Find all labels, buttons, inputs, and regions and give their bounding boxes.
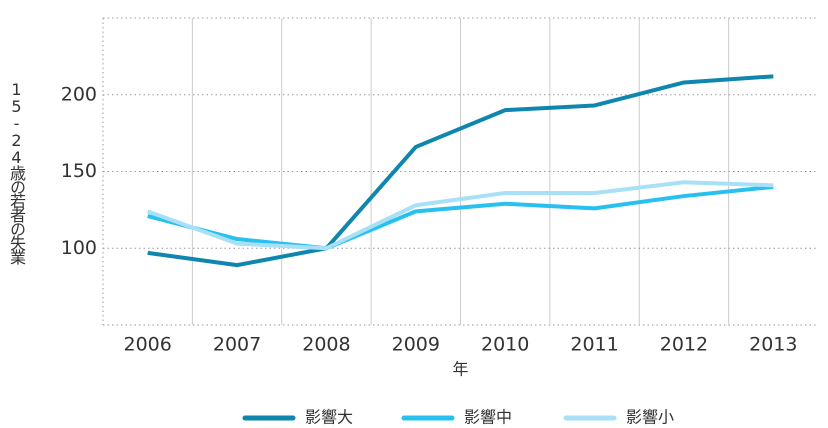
legend-label: 影響大 — [305, 408, 353, 427]
y-tick-label: 200 — [61, 83, 97, 105]
y-tick-label: 100 — [61, 237, 97, 259]
x-tick-label: 2010 — [481, 334, 529, 356]
x-tick-label: 2007 — [213, 334, 261, 356]
series-line — [147, 180, 774, 251]
y-tick-label: 150 — [61, 160, 97, 182]
x-tick-label: 2011 — [570, 334, 618, 356]
legend-label: 影響小 — [626, 408, 674, 427]
y-axis-label: 15-24歳の若者の失業 — [7, 80, 26, 263]
x-tick-label: 2009 — [392, 334, 440, 356]
x-tick-label: 2006 — [124, 334, 172, 356]
x-tick-label: 2008 — [302, 334, 350, 356]
x-tick-label: 2013 — [749, 334, 797, 356]
legend-label: 影響中 — [464, 408, 512, 427]
x-tick-label: 2012 — [660, 334, 708, 356]
x-axis-label: 年 — [452, 360, 468, 379]
series-line — [147, 184, 774, 251]
series-line — [147, 74, 774, 268]
